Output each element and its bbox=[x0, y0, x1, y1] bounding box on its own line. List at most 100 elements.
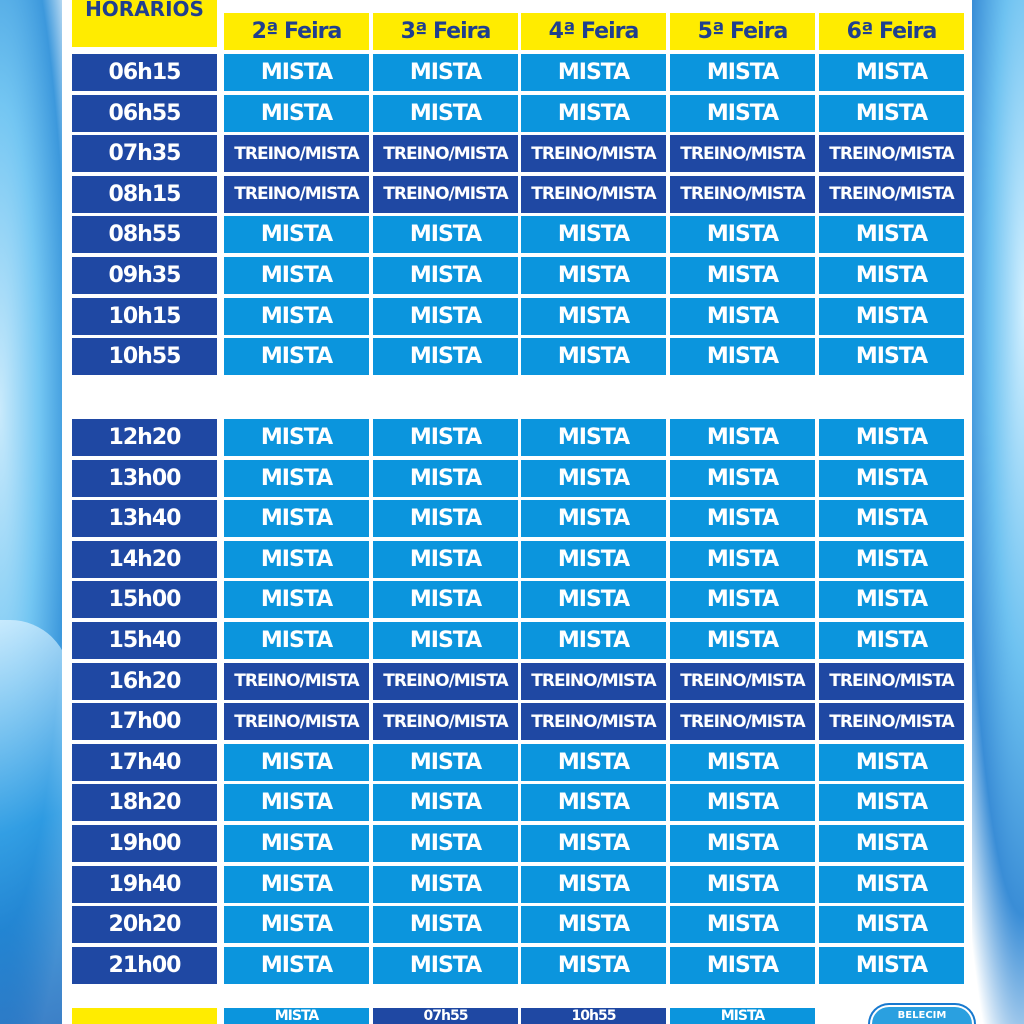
schedule-cell: MISTA bbox=[373, 825, 518, 862]
schedule-cell: MISTA bbox=[819, 459, 964, 497]
schedule-cell: MISTA bbox=[819, 906, 964, 944]
times-header: HORÁRIOS bbox=[72, 0, 217, 47]
schedule-cell: MISTA bbox=[224, 622, 369, 659]
schedule-cell: TREINO/MISTA bbox=[224, 662, 369, 700]
schedule-cell: MISTA bbox=[819, 622, 964, 659]
time-slot: 21h00 bbox=[72, 946, 217, 984]
schedule-cell: MISTA bbox=[373, 459, 518, 497]
schedule-cell: MISTA bbox=[373, 906, 518, 944]
schedule-cell: MISTA bbox=[521, 459, 666, 497]
schedule-cell: MISTA bbox=[819, 500, 964, 538]
schedule-cell: MISTA bbox=[670, 743, 815, 781]
schedule-cell: MISTA bbox=[373, 500, 518, 538]
schedule-cell: TREINO/MISTA bbox=[521, 135, 666, 173]
schedule-cell: MISTA bbox=[670, 784, 815, 822]
time-slot: 06h55 bbox=[72, 94, 217, 132]
schedule-cell: MISTA bbox=[224, 216, 369, 254]
schedule-cell: TREINO/MISTA bbox=[373, 662, 518, 700]
schedule-cell: MISTA bbox=[670, 540, 815, 578]
schedule-cell: MISTA bbox=[819, 784, 964, 822]
schedule-cell: MISTA bbox=[670, 216, 815, 254]
schedule-cell: MISTA bbox=[224, 419, 369, 456]
bottom-schedule-cell: MISTA bbox=[670, 1008, 815, 1024]
schedule-cell: TREINO/MISTA bbox=[373, 135, 518, 173]
schedule-cell: MISTA bbox=[670, 581, 815, 619]
schedule-cell: MISTA bbox=[373, 297, 518, 335]
schedule-cell: MISTA bbox=[670, 257, 815, 294]
time-slot: 08h15 bbox=[72, 175, 217, 213]
schedule-cell: MISTA bbox=[373, 216, 518, 254]
schedule-cell: MISTA bbox=[670, 906, 815, 944]
time-slot: 18h20 bbox=[72, 784, 217, 822]
schedule-cell: MISTA bbox=[224, 906, 369, 944]
bottom-header-cell bbox=[72, 1008, 217, 1024]
schedule-cell: MISTA bbox=[224, 784, 369, 822]
schedule-cell: TREINO/MISTA bbox=[224, 175, 369, 213]
schedule-cell: MISTA bbox=[670, 297, 815, 335]
schedule-cell: MISTA bbox=[224, 743, 369, 781]
day-header: 3ª Feira bbox=[373, 13, 518, 50]
schedule-cell: MISTA bbox=[670, 946, 815, 984]
schedule-cell: MISTA bbox=[521, 825, 666, 862]
schedule-cell: MISTA bbox=[670, 500, 815, 538]
schedule-cell: MISTA bbox=[819, 419, 964, 456]
schedule-cell: MISTA bbox=[373, 581, 518, 619]
water-wave-decoration-left-lower bbox=[0, 620, 70, 1024]
schedule-cell: MISTA bbox=[819, 865, 964, 903]
day-header: 2ª Feira bbox=[224, 13, 369, 50]
schedule-cell: MISTA bbox=[373, 419, 518, 456]
schedule-cell: TREINO/MISTA bbox=[819, 662, 964, 700]
schedule-cell: MISTA bbox=[670, 622, 815, 659]
schedule-cell: TREINO/MISTA bbox=[819, 703, 964, 741]
time-slot: 15h40 bbox=[72, 622, 217, 659]
time-slot: 08h55 bbox=[72, 216, 217, 254]
schedule-cell: TREINO/MISTA bbox=[819, 135, 964, 173]
schedule-cell: MISTA bbox=[373, 94, 518, 132]
schedule-cell: MISTA bbox=[521, 540, 666, 578]
schedule-cell: MISTA bbox=[521, 946, 666, 984]
schedule-cell: MISTA bbox=[819, 257, 964, 294]
schedule-cell: MISTA bbox=[819, 946, 964, 984]
schedule-cell: MISTA bbox=[373, 743, 518, 781]
time-slot: 19h40 bbox=[72, 865, 217, 903]
time-slot: 13h00 bbox=[72, 459, 217, 497]
schedule-cell: TREINO/MISTA bbox=[521, 175, 666, 213]
logo-stamp: BELECIM bbox=[870, 1005, 974, 1024]
schedule-cell: MISTA bbox=[521, 94, 666, 132]
time-slot: 20h20 bbox=[72, 906, 217, 944]
day-header: 4ª Feira bbox=[521, 13, 666, 50]
schedule-cell: MISTA bbox=[670, 338, 815, 376]
schedule-cell: TREINO/MISTA bbox=[224, 135, 369, 173]
schedule-cell: MISTA bbox=[521, 338, 666, 376]
time-slot: 17h00 bbox=[72, 703, 217, 741]
time-slot: 14h20 bbox=[72, 540, 217, 578]
schedule-cell: MISTA bbox=[521, 500, 666, 538]
schedule-cell: TREINO/MISTA bbox=[670, 175, 815, 213]
time-slot: 16h20 bbox=[72, 662, 217, 700]
schedule-cell: MISTA bbox=[373, 540, 518, 578]
schedule-cell: MISTA bbox=[521, 216, 666, 254]
day-header: 6ª Feira bbox=[819, 13, 964, 50]
schedule-cell: MISTA bbox=[670, 459, 815, 497]
schedule-cell: MISTA bbox=[819, 581, 964, 619]
schedule-cell: MISTA bbox=[224, 297, 369, 335]
time-slot: 12h20 bbox=[72, 419, 217, 456]
times-header-label: HORÁRIOS bbox=[85, 0, 204, 21]
schedule-cell: MISTA bbox=[670, 825, 815, 862]
schedule-cell: MISTA bbox=[521, 419, 666, 456]
schedule-cell: MISTA bbox=[521, 54, 666, 91]
bottom-schedule-cell: 10h55 bbox=[521, 1008, 666, 1024]
schedule-cell: TREINO/MISTA bbox=[819, 175, 964, 213]
schedule-cell: MISTA bbox=[373, 622, 518, 659]
day-header: 5ª Feira bbox=[670, 13, 815, 50]
schedule-cell: MISTA bbox=[224, 865, 369, 903]
schedule-cell: TREINO/MISTA bbox=[373, 703, 518, 741]
schedule-cell: MISTA bbox=[521, 906, 666, 944]
schedule-cell: MISTA bbox=[224, 540, 369, 578]
schedule-cell: MISTA bbox=[670, 94, 815, 132]
schedule-cell: MISTA bbox=[224, 825, 369, 862]
schedule-cell: TREINO/MISTA bbox=[521, 662, 666, 700]
bottom-schedule-cell: 07h55 bbox=[373, 1008, 518, 1024]
schedule-cell: TREINO/MISTA bbox=[373, 175, 518, 213]
schedule-cell: MISTA bbox=[819, 54, 964, 91]
